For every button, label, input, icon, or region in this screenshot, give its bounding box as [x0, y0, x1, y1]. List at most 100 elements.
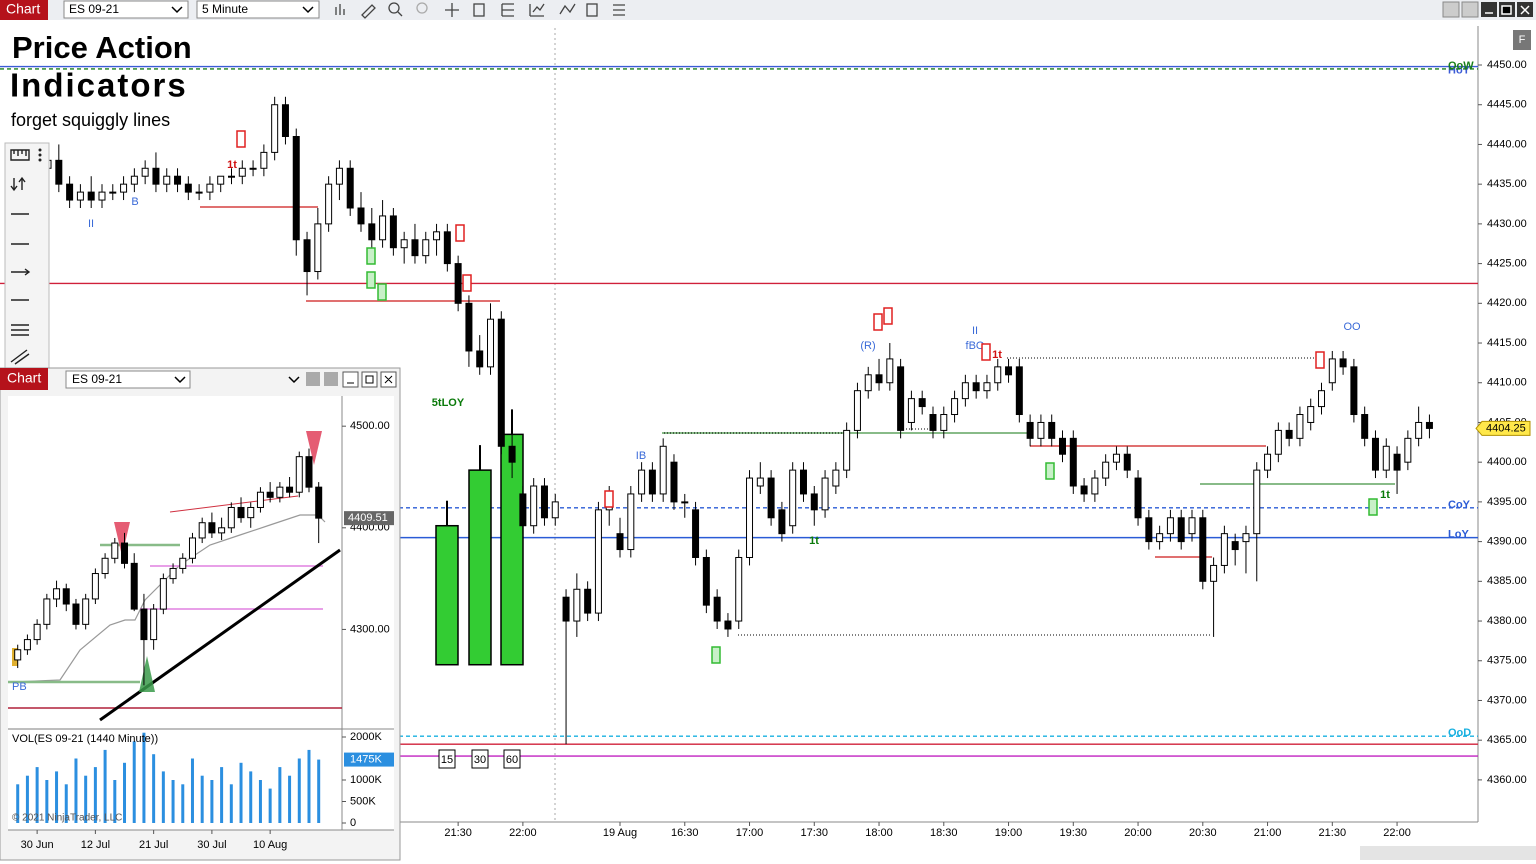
window-controls[interactable] — [1442, 1, 1533, 18]
candle-body — [179, 557, 187, 569]
candle-body — [1296, 414, 1304, 439]
marker-label: PB — [12, 681, 27, 693]
last-price-label: 4404.25 — [1486, 422, 1526, 434]
volume-bar — [200, 775, 204, 823]
volume-bar — [278, 767, 282, 823]
candle-body — [1328, 358, 1336, 384]
candle-body — [163, 175, 171, 185]
candle-body — [130, 175, 138, 185]
htf-label-box — [438, 749, 456, 769]
y-tick-label: 500K — [350, 795, 376, 807]
candle-body — [1220, 533, 1228, 566]
toolbar-icons[interactable] — [335, 2, 625, 19]
volume-bar — [103, 749, 107, 823]
x-tick-label: 20:30 — [1189, 827, 1217, 839]
dropdown-arrow — [174, 376, 300, 384]
candle-body — [1350, 366, 1358, 416]
y-tick-label: 4370.00 — [1487, 694, 1527, 706]
y-tick-label: 4300.00 — [350, 623, 390, 635]
f-button[interactable] — [1513, 30, 1531, 50]
candle-body — [886, 358, 894, 384]
candle-body — [1318, 390, 1326, 408]
candle-body — [875, 374, 883, 384]
x-tick-label: 12 Jul — [81, 839, 110, 851]
candle-body — [573, 588, 581, 622]
candle-body — [789, 469, 797, 527]
interval-select[interactable] — [196, 0, 320, 19]
candle-body — [66, 183, 74, 201]
candle-body — [551, 501, 559, 519]
volume-bar — [220, 767, 224, 823]
drawing-toolbar[interactable] — [4, 142, 50, 369]
candle-body — [940, 414, 948, 431]
candle-body — [1307, 406, 1315, 423]
candle-body — [152, 167, 160, 185]
candle-body — [1091, 477, 1099, 495]
volume-bar — [113, 780, 117, 823]
candle-body — [305, 456, 313, 488]
x-tick-label: 18:30 — [930, 827, 958, 839]
signal-box — [1045, 462, 1055, 480]
app-tab[interactable] — [0, 0, 48, 20]
candle-body — [724, 620, 732, 630]
candle-body — [411, 239, 419, 257]
inset-controls[interactable] — [306, 371, 397, 388]
y-tick-label: 1000K — [350, 774, 382, 786]
y-tick-label: 4435.00 — [1487, 178, 1527, 190]
f-button-label: F — [1519, 34, 1526, 46]
y-tick-label: 4360.00 — [1487, 774, 1527, 786]
inset-instrument-select[interactable] — [65, 370, 191, 389]
candle-body — [1123, 453, 1131, 471]
candle-body — [314, 223, 322, 273]
candle-body — [918, 398, 926, 408]
candle-body — [120, 183, 128, 193]
candle-body — [638, 469, 646, 495]
annotation: B — [131, 196, 138, 208]
volume-bar — [132, 741, 136, 823]
candle-body — [266, 491, 274, 498]
candle-body — [227, 506, 235, 529]
candle-body — [184, 183, 192, 193]
volume-bar — [64, 784, 68, 823]
toolbar — [0, 0, 1536, 20]
buy-signal — [139, 656, 155, 692]
candle-body — [400, 239, 408, 249]
candle-body — [159, 578, 167, 610]
inset-tab[interactable] — [0, 368, 48, 390]
volume-bar — [171, 780, 175, 823]
y-tick-label: 4430.00 — [1487, 218, 1527, 230]
x-tick-label: 10 Aug — [253, 839, 287, 851]
candle-body — [1177, 517, 1185, 543]
volume-bar — [84, 775, 88, 823]
candle-body — [1415, 421, 1423, 439]
instrument-select[interactable] — [63, 0, 189, 19]
volume-bar — [297, 758, 301, 823]
x-tick-label: 22:00 — [509, 827, 537, 839]
candle-body — [335, 167, 343, 185]
htf-bar — [468, 469, 492, 666]
y-tick-label: 4425.00 — [1487, 258, 1527, 270]
y-tick-label: 4450.00 — [1487, 59, 1527, 71]
candle-body — [1253, 469, 1261, 535]
signal-box — [883, 307, 893, 325]
candle-body — [476, 350, 484, 368]
annotation: (R) — [860, 340, 875, 352]
candle-body — [530, 485, 538, 527]
instrument-label: ES 09-21 — [69, 2, 119, 16]
candle-body — [821, 477, 829, 511]
signal-box — [711, 646, 721, 664]
volume-bar — [307, 749, 311, 823]
candle-body — [983, 382, 991, 392]
chart-tagline: forget squiggly lines — [11, 110, 170, 130]
dropdown-arrow — [171, 6, 183, 14]
x-tick-label: 19:30 — [1060, 827, 1088, 839]
candle-body — [778, 509, 786, 535]
candle-body — [249, 167, 257, 170]
volume-bar — [317, 759, 321, 823]
volume-bar — [239, 762, 243, 823]
volume-bar — [210, 780, 214, 823]
x-tick-label: 21:30 — [1319, 827, 1347, 839]
scrollbar[interactable] — [1360, 846, 1536, 860]
candle-body — [82, 598, 90, 625]
